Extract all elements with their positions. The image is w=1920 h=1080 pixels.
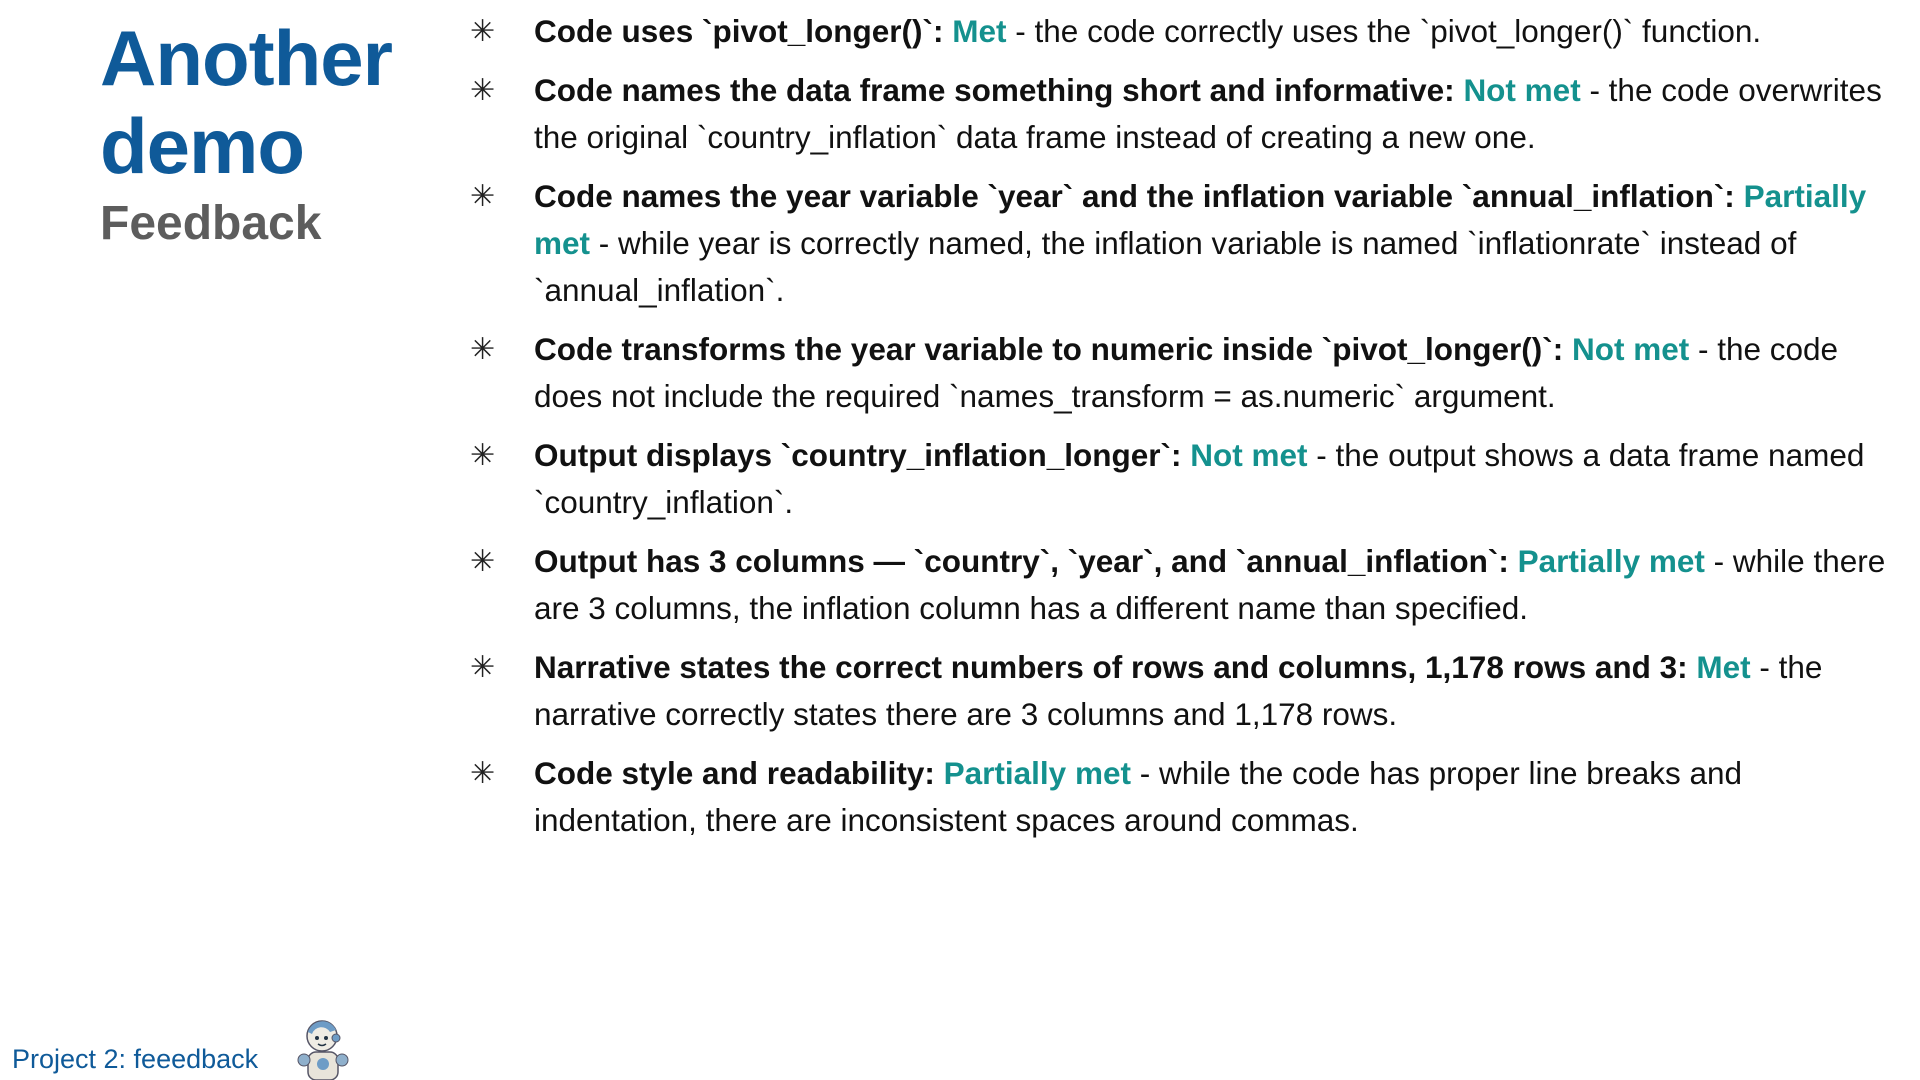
feedback-item: ✳ Code names the data frame something sh…	[470, 67, 1890, 161]
asterisk-bullet-icon: ✳	[470, 15, 496, 48]
slide-subtitle: Feedback	[100, 197, 322, 250]
status-label: Partially met	[943, 755, 1131, 791]
status-label: Not met	[1571, 331, 1690, 367]
criterion: Code names the data frame something shor…	[534, 72, 1455, 108]
comment: - while the code has proper line breaks …	[534, 755, 1743, 838]
slide-title: Another demo	[100, 14, 450, 190]
feedback-item: ✳ Code transforms the year variable to n…	[470, 326, 1890, 420]
asterisk-bullet-icon: ✳	[470, 757, 496, 790]
comment: - the output shows a data frame named `c…	[534, 437, 1865, 520]
criterion: Code style and readability:	[534, 755, 935, 791]
slide-title-text: Another demo	[100, 14, 393, 190]
feedback-text: Output has 3 columns — `country`, `year`…	[534, 538, 1890, 632]
feedback-text: Code style and readability: Partially me…	[534, 750, 1890, 844]
asterisk-bullet-icon: ✳	[470, 439, 496, 472]
status-label: Partially met	[534, 178, 1867, 261]
comment: - the code overwrites the original `coun…	[534, 72, 1882, 155]
comment: - while there are 3 columns, the inflati…	[534, 543, 1886, 626]
feedback-text: Code names the year variable `year` and …	[534, 173, 1890, 314]
status-label: Not met	[1190, 437, 1308, 473]
asterisk-bullet-icon: ✳	[470, 74, 496, 107]
comment: - the code does not include the required…	[534, 331, 1839, 414]
feedback-text: Code transforms the year variable to num…	[534, 326, 1890, 420]
footer-label: Project 2: feeedback	[12, 1044, 259, 1074]
asterisk-bullet-icon: ✳	[470, 180, 496, 213]
criterion: Code uses `pivot_longer()`:	[534, 13, 944, 49]
feedback-item: ✳ Output has 3 columns — `country`, `yea…	[470, 538, 1890, 632]
feedback-text: Narrative states the correct numbers of …	[534, 644, 1890, 738]
criterion: Code transforms the year variable to num…	[534, 331, 1564, 367]
feedback-text: Code uses `pivot_longer()`: Met - the co…	[534, 8, 1890, 55]
criterion: Output displays `country_inflation_longe…	[534, 437, 1182, 473]
status-label: Partially met	[1517, 543, 1705, 579]
feedback-text: Output displays `country_inflation_longe…	[534, 432, 1890, 526]
asterisk-bullet-icon: ✳	[470, 333, 496, 366]
status-label: Met	[1696, 649, 1751, 685]
feedback-list: ✳ Code uses `pivot_longer()`: Met - the …	[470, 8, 1890, 856]
comment: - while year is correctly named, the inf…	[534, 225, 1797, 308]
robot-mascot-icon	[297, 1020, 349, 1080]
asterisk-bullet-icon: ✳	[470, 651, 496, 684]
feedback-item: ✳ Code names the year variable `year` an…	[470, 173, 1890, 314]
comment: - the narrative correctly states there a…	[534, 649, 1823, 732]
status-label: Met	[952, 13, 1007, 49]
feedback-item: ✳ Code uses `pivot_longer()`: Met - the …	[470, 8, 1890, 55]
criterion: Output has 3 columns — `country`, `year`…	[534, 543, 1509, 579]
comment: - the code correctly uses the `pivot_lon…	[1006, 13, 1762, 49]
criterion: Narrative states the correct numbers of …	[534, 649, 1688, 685]
feedback-item: ✳ Output displays `country_inflation_lon…	[470, 432, 1890, 526]
criterion: Code names the year variable `year` and …	[534, 178, 1735, 214]
feedback-item: ✳ Narrative states the correct numbers o…	[470, 644, 1890, 738]
feedback-item: ✳ Code style and readability: Partially …	[470, 750, 1890, 844]
asterisk-bullet-icon: ✳	[470, 545, 496, 578]
status-label: Not met	[1463, 72, 1581, 108]
feedback-text: Code names the data frame something shor…	[534, 67, 1890, 161]
